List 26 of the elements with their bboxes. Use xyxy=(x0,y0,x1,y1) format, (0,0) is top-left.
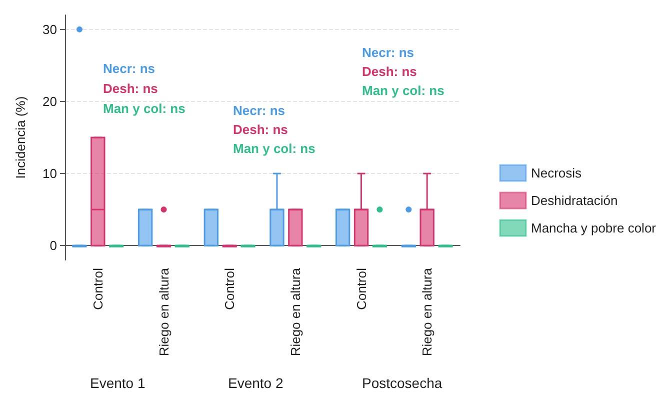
annotation: Man y col: ns xyxy=(103,101,186,116)
x-tick-label: Control xyxy=(90,268,106,310)
x-tick-label: Riego en altura xyxy=(156,267,172,356)
annotation: Desh: ns xyxy=(362,64,417,79)
annotation: Desh: ns xyxy=(103,81,158,96)
x-tick-label: Riego en altura xyxy=(288,267,303,356)
legend-label: Necrosis xyxy=(530,166,582,180)
text: Postcosecha xyxy=(362,375,442,391)
legend-label: Mancha y pobre color xyxy=(530,220,657,236)
y-tick-label: 30 xyxy=(42,22,57,37)
x-tick-label: Control xyxy=(222,268,238,310)
text: Evento 2 xyxy=(228,375,284,391)
y-axis-title: Incidencia (%) xyxy=(13,96,28,179)
x-tick-label: Riego en altura xyxy=(420,267,435,356)
annotation: Man y col: ns xyxy=(233,141,316,156)
x-tick-label: Control xyxy=(354,268,369,310)
y-tick-label: 0 xyxy=(50,238,57,254)
legend-label: Deshidratación xyxy=(530,193,618,208)
annotation: Necr: ns xyxy=(103,61,156,76)
annotation: Desh: ns xyxy=(233,122,288,137)
annotation: Necr: ns xyxy=(233,103,286,118)
annotation: Necr: ns xyxy=(362,45,414,60)
y-tick-label: 10 xyxy=(42,166,57,182)
annotation: Man y col: ns xyxy=(362,83,444,98)
y-tick-label: 20 xyxy=(42,94,57,109)
text: Evento 1 xyxy=(90,375,146,391)
